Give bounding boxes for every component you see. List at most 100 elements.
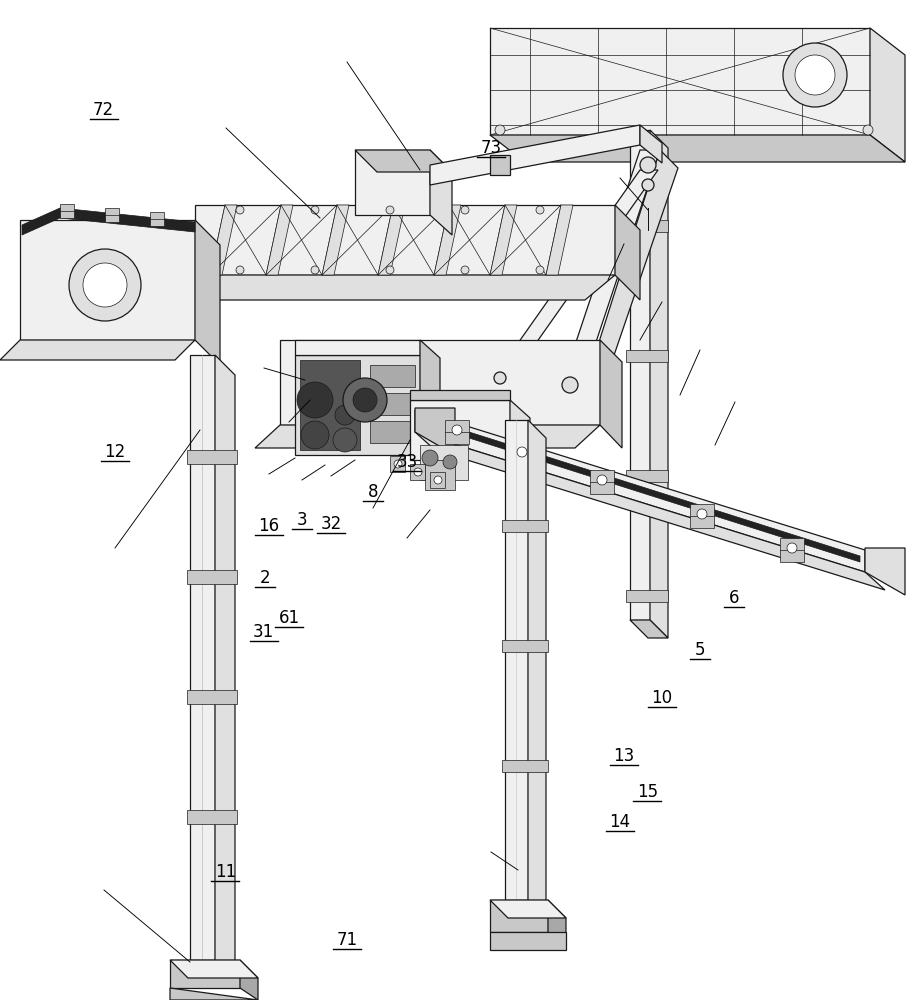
Text: 33: 33: [396, 453, 418, 471]
Polygon shape: [420, 340, 440, 455]
Circle shape: [236, 266, 244, 274]
Polygon shape: [548, 900, 566, 950]
Polygon shape: [626, 220, 668, 232]
Polygon shape: [430, 125, 640, 185]
Polygon shape: [60, 204, 74, 218]
Polygon shape: [490, 900, 566, 918]
Text: 31: 31: [253, 623, 275, 641]
Polygon shape: [502, 760, 548, 772]
Polygon shape: [590, 470, 614, 494]
Circle shape: [335, 405, 355, 425]
Polygon shape: [378, 205, 405, 275]
Text: 73: 73: [480, 139, 502, 157]
Text: 10: 10: [651, 689, 673, 707]
Polygon shape: [505, 420, 528, 900]
Polygon shape: [195, 205, 615, 275]
Polygon shape: [650, 130, 668, 638]
Polygon shape: [490, 28, 870, 135]
Polygon shape: [425, 418, 860, 562]
Circle shape: [640, 157, 656, 173]
Polygon shape: [170, 960, 258, 978]
Polygon shape: [502, 520, 548, 532]
Polygon shape: [165, 275, 615, 300]
Text: 12: 12: [104, 443, 125, 461]
Polygon shape: [300, 360, 360, 450]
Polygon shape: [0, 340, 195, 360]
Text: 8: 8: [367, 483, 378, 501]
Polygon shape: [445, 420, 469, 444]
Text: 3: 3: [296, 511, 307, 529]
Text: 72: 72: [93, 101, 115, 119]
Circle shape: [443, 455, 457, 469]
Circle shape: [297, 382, 333, 418]
Polygon shape: [492, 170, 658, 380]
Polygon shape: [280, 340, 600, 425]
Polygon shape: [510, 442, 534, 466]
Polygon shape: [502, 640, 548, 652]
Polygon shape: [630, 620, 668, 638]
Text: 2: 2: [260, 569, 271, 587]
Polygon shape: [600, 340, 622, 448]
Polygon shape: [322, 205, 349, 275]
Text: 16: 16: [258, 517, 280, 535]
Circle shape: [536, 206, 544, 214]
Polygon shape: [355, 150, 430, 215]
Circle shape: [333, 428, 357, 452]
Circle shape: [236, 206, 244, 214]
Polygon shape: [150, 212, 164, 226]
Circle shape: [783, 43, 847, 107]
Polygon shape: [190, 355, 215, 960]
Polygon shape: [490, 900, 548, 932]
Polygon shape: [410, 390, 510, 400]
Polygon shape: [546, 205, 573, 275]
Polygon shape: [490, 205, 517, 275]
Polygon shape: [490, 932, 566, 950]
Circle shape: [795, 55, 835, 95]
Circle shape: [697, 509, 707, 519]
Circle shape: [386, 266, 394, 274]
Polygon shape: [870, 28, 905, 162]
Circle shape: [353, 388, 377, 412]
Polygon shape: [355, 150, 452, 172]
Circle shape: [422, 450, 438, 466]
Text: 15: 15: [636, 783, 658, 801]
Polygon shape: [370, 365, 415, 387]
Circle shape: [414, 468, 422, 476]
Polygon shape: [615, 205, 640, 300]
Circle shape: [461, 266, 469, 274]
Circle shape: [517, 447, 527, 457]
Polygon shape: [370, 393, 415, 415]
Circle shape: [434, 476, 442, 484]
Polygon shape: [420, 445, 468, 480]
Polygon shape: [415, 408, 455, 455]
Polygon shape: [626, 470, 668, 482]
Circle shape: [311, 206, 319, 214]
Polygon shape: [170, 988, 258, 1000]
Circle shape: [386, 206, 394, 214]
Polygon shape: [170, 960, 240, 988]
Polygon shape: [187, 450, 237, 464]
Polygon shape: [560, 150, 660, 390]
Polygon shape: [490, 155, 510, 175]
Polygon shape: [295, 355, 420, 455]
Polygon shape: [187, 690, 237, 704]
Circle shape: [787, 543, 797, 553]
Polygon shape: [780, 538, 804, 562]
Polygon shape: [640, 125, 662, 163]
Text: 32: 32: [320, 515, 342, 533]
Text: 13: 13: [613, 747, 634, 765]
Text: 5: 5: [694, 641, 705, 659]
Polygon shape: [240, 960, 258, 1000]
Polygon shape: [430, 150, 452, 235]
Polygon shape: [410, 400, 510, 460]
Circle shape: [494, 372, 506, 384]
Circle shape: [863, 125, 873, 135]
Polygon shape: [626, 590, 668, 602]
Polygon shape: [187, 810, 237, 824]
Circle shape: [642, 179, 654, 191]
Polygon shape: [22, 208, 195, 235]
Polygon shape: [390, 456, 405, 472]
Text: 61: 61: [278, 609, 300, 627]
Polygon shape: [215, 355, 235, 980]
Polygon shape: [528, 420, 546, 918]
